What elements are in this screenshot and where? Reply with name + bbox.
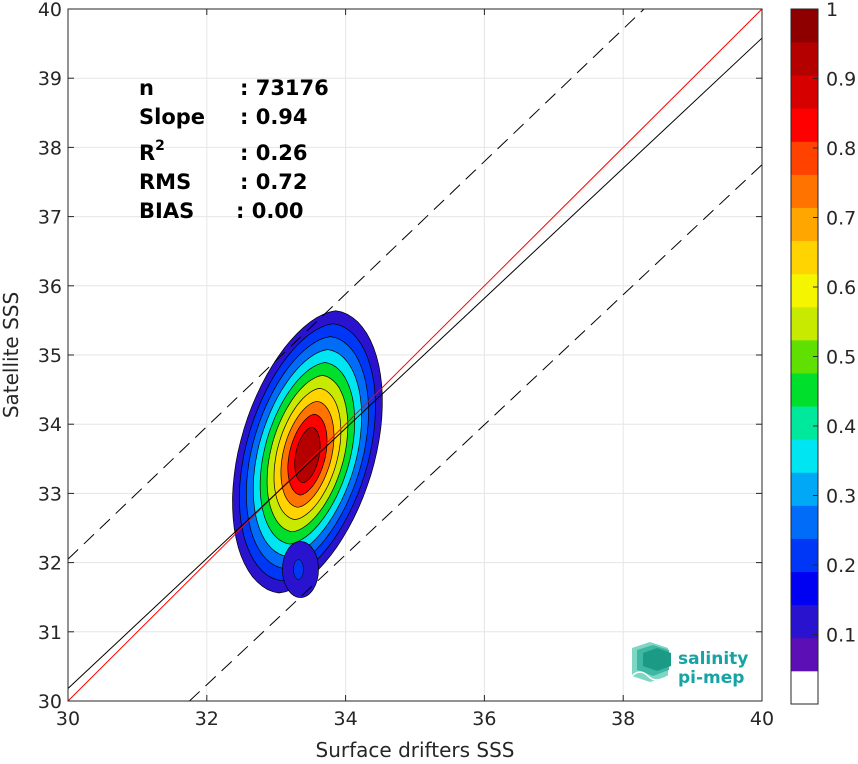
y-tick-label: 30	[38, 691, 62, 713]
colorbar-segment	[791, 373, 818, 407]
stat-label: Slope	[139, 105, 205, 129]
colorbar-segment	[791, 472, 818, 506]
colorbar-segment	[791, 670, 818, 705]
colorbar-tick-label: 0.9	[826, 69, 856, 91]
colorbar-segment	[791, 141, 818, 175]
colorbar-segment	[791, 306, 818, 341]
colorbar-segment	[791, 240, 818, 275]
x-axis-ticks: 30 32 34 36 38 40	[56, 9, 774, 730]
stat-value: : 0.72	[240, 170, 308, 194]
x-tick-label: 36	[472, 708, 496, 730]
y-tick-label: 39	[38, 68, 62, 90]
x-tick-label: 30	[56, 708, 80, 730]
y-tick-label: 36	[38, 276, 62, 298]
x-tick-label: 32	[195, 708, 219, 730]
colorbar-tick-label: 0.2	[826, 555, 856, 577]
identity-line	[67, 8, 763, 702]
colorbar-segment	[791, 538, 818, 573]
colorbar-segment	[791, 406, 818, 440]
x-tick-label: 38	[611, 708, 635, 730]
colorbar-tick-label: 0.3	[826, 486, 856, 508]
colorbar-tick-label: 0.6	[826, 277, 856, 299]
x-axis-label: Surface drifters SSS	[316, 738, 515, 762]
stat-label: R2	[139, 138, 165, 165]
stat-value: : 73176	[240, 76, 329, 100]
stat-value: : 0.00	[236, 199, 304, 223]
colorbar-segment	[791, 42, 818, 76]
stat-superscript: 2	[155, 138, 165, 154]
stat-value: : 0.94	[240, 105, 308, 129]
stat-label: BIAS	[139, 199, 194, 223]
regression-line	[67, 37, 763, 689]
logo-line2: pi-mep	[678, 668, 744, 688]
colorbar-tick-label: 0.4	[826, 416, 856, 438]
stat-label: n	[139, 76, 154, 100]
colorbar-segment	[791, 108, 818, 142]
stat-value: : 0.26	[240, 141, 308, 165]
salinity-pi-mep-logo: salinity pi-mep	[631, 642, 748, 688]
colorbar-segment	[791, 505, 818, 539]
y-tick-label: 37	[38, 207, 62, 229]
y-axis-ticks: 30 31 32 33 34 35 36 37 38 39 40	[38, 0, 762, 713]
colorbar-tick-label: 0.7	[826, 208, 856, 230]
reference-lines	[67, 8, 763, 702]
y-tick-label: 35	[38, 345, 62, 367]
stats-box: n : 73176 Slope : 0.94 R2 : 0.26 RMS : 0.72 BIAS…	[139, 76, 329, 223]
colorbar-tick-label: 1	[826, 0, 838, 21]
y-axis-label: Satellite SSS	[0, 292, 23, 418]
colorbar-segment	[791, 9, 818, 43]
colorbar: 0.1 0.2 0.3 0.4 0.5 0.6 0.7 0.8 0.9 1	[790, 0, 856, 705]
y-tick-label: 31	[38, 622, 62, 644]
density-contour	[293, 559, 304, 580]
y-tick-label: 33	[38, 483, 62, 505]
colorbar-segment	[791, 439, 818, 473]
colorbar-segment	[791, 637, 818, 672]
colorbar-tick-label: 0.1	[826, 625, 856, 647]
colorbar-segment	[791, 207, 818, 242]
colorbar-segment	[791, 75, 818, 109]
density-contours	[232, 310, 383, 598]
logo-line1: salinity	[678, 649, 748, 669]
y-tick-label: 38	[38, 137, 62, 159]
colorbar-segment	[791, 604, 818, 639]
colorbar-segment	[791, 273, 818, 308]
colorbar-tick-label: 0.5	[826, 347, 856, 369]
upper_bound-line	[67, 8, 645, 560]
logo-mark-icon	[631, 642, 671, 682]
y-tick-label: 34	[38, 414, 62, 436]
x-tick-label: 34	[334, 708, 358, 730]
stat-label: RMS	[139, 170, 191, 194]
colorbar-segment	[791, 571, 818, 606]
y-tick-label: 40	[38, 0, 62, 21]
colorbar-tick-label: 0.8	[826, 138, 856, 160]
colorbar-segment	[791, 174, 818, 208]
x-tick-label: 40	[750, 708, 774, 730]
y-tick-label: 32	[38, 553, 62, 575]
